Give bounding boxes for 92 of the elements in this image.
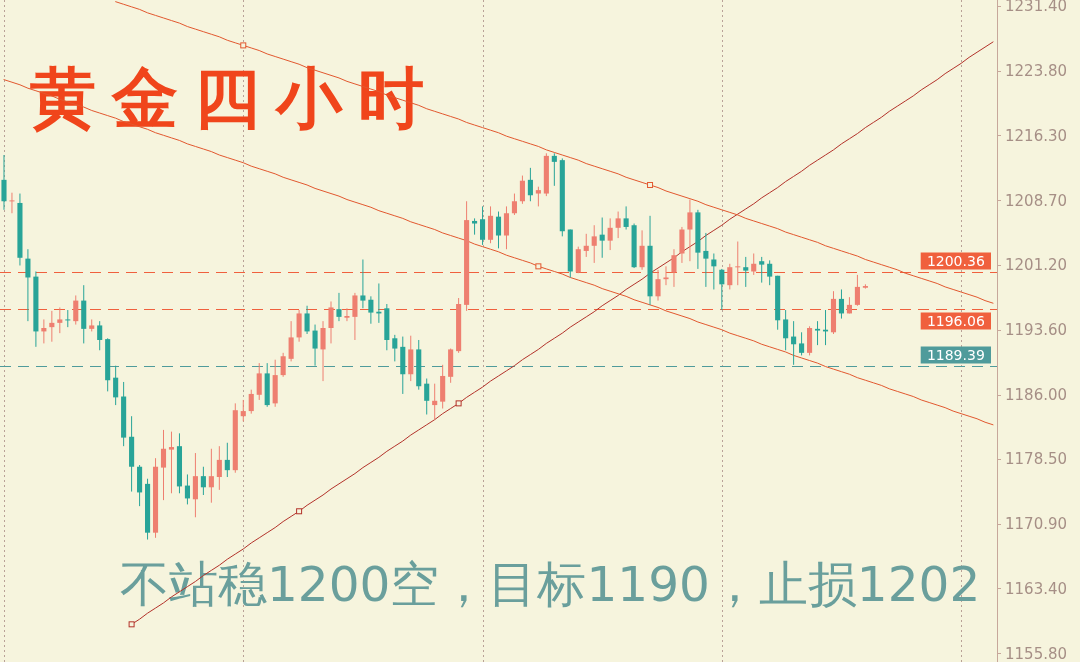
candlestick: [256, 362, 262, 401]
candlestick: [288, 320, 294, 362]
ref-line-label: 1196.06: [926, 312, 985, 329]
candlestick: [192, 452, 198, 518]
y-tick-label: 1216.30: [1005, 126, 1068, 145]
candlestick: [814, 320, 821, 346]
candlestick: [368, 295, 374, 325]
candlestick: [320, 320, 326, 382]
candlestick: [511, 193, 517, 216]
candlestick: [360, 258, 366, 309]
candlestick: [575, 246, 581, 274]
candlestick: [216, 445, 222, 491]
y-tick-label: 1208.70: [1005, 191, 1068, 210]
candlestick: [304, 305, 310, 335]
candlestick: [49, 310, 55, 343]
ref-line-label: 1200.36: [926, 252, 985, 269]
candlestick: [527, 167, 533, 202]
y-tick-label: 1178.50: [1005, 450, 1068, 469]
candlestick: [240, 399, 246, 422]
candlestick: [352, 292, 358, 341]
point: [240, 42, 247, 49]
candlestick: [200, 466, 206, 496]
candlestick: [480, 205, 486, 246]
point: [296, 508, 303, 515]
point: [455, 400, 462, 407]
candlestick: [703, 232, 709, 288]
candlestick: [503, 205, 510, 250]
candlestick: [663, 265, 669, 286]
candlestick: [208, 448, 214, 504]
y-tick-label: 1201.20: [1005, 255, 1068, 274]
point: [647, 181, 654, 188]
candlestick: [535, 186, 541, 207]
candlestick: [623, 205, 629, 231]
candlestick: [224, 442, 230, 478]
candlestick: [328, 300, 334, 344]
candlestick: [783, 309, 789, 351]
candlestick: [73, 294, 79, 326]
candlestick: [767, 259, 773, 286]
candlestick: [1, 154, 7, 211]
candlestick: [743, 256, 749, 288]
candlestick: [97, 320, 103, 351]
candlestick: [838, 288, 845, 320]
candlestick: [424, 378, 430, 415]
candlestick: [392, 334, 398, 362]
candlestick: [519, 175, 525, 205]
candlestick: [735, 241, 741, 286]
candlestick: [248, 389, 254, 415]
candlestick: [9, 192, 15, 214]
candlestick: [296, 309, 302, 343]
candlestick: [615, 211, 621, 239]
candlestick: [495, 211, 502, 249]
candlestick: [799, 331, 805, 356]
candlestick: [57, 306, 63, 334]
y-tick-label: 1223.80: [1005, 62, 1068, 81]
candlestick: [344, 307, 350, 322]
candlestick: [184, 473, 190, 505]
candlestick: [65, 309, 71, 328]
candlestick: [671, 248, 677, 288]
candlestick: [751, 253, 757, 276]
ref-line-label: 1189.39: [926, 346, 985, 363]
candlestick: [113, 365, 119, 406]
candlestick: [583, 233, 589, 258]
candlestick: [432, 383, 438, 421]
candlestick: [679, 226, 685, 264]
candlestick: [791, 320, 797, 366]
candlestick: [336, 292, 342, 322]
candlestick: [312, 324, 318, 367]
candlestick: [160, 429, 167, 501]
candlestick: [280, 352, 286, 378]
candlestick: [854, 274, 860, 307]
candlestick: [655, 269, 661, 302]
candlestick: [687, 199, 693, 262]
candlestick: [639, 229, 645, 271]
y-tick-label: 1163.40: [1005, 579, 1068, 598]
y-tick-label: 1170.90: [1005, 515, 1068, 534]
candlestick: [25, 248, 31, 322]
candlestick: [727, 263, 733, 290]
point: [128, 621, 135, 628]
y-tick-label: 1231.40: [1005, 0, 1068, 16]
y-tick-label: 1155.80: [1005, 644, 1068, 662]
candlestick: [551, 152, 557, 187]
candlestick: [591, 224, 597, 264]
candlestick: [487, 205, 494, 244]
candlestick: [607, 217, 613, 251]
candlestick: [719, 268, 725, 311]
y-tick-label: 1186.00: [1005, 386, 1068, 405]
candlestick: [711, 253, 717, 290]
y-tick-label: 1193.60: [1005, 320, 1068, 339]
candlestick: [168, 431, 175, 494]
point: [535, 263, 542, 270]
candlestick: [759, 256, 765, 284]
candlestick: [599, 217, 605, 259]
